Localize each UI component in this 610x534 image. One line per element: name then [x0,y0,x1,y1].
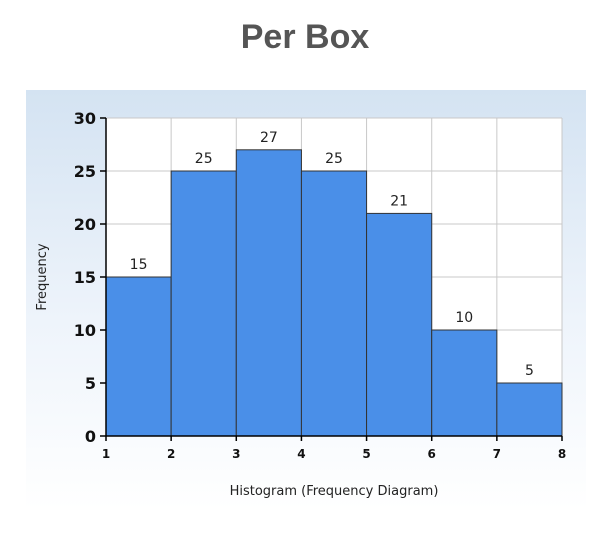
y-tick-label: 10 [74,321,96,340]
y-tick-label: 25 [74,162,96,181]
x-tick-label: 6 [428,447,436,461]
bar-data-label: 21 [390,193,408,209]
x-tick-label: 1 [102,447,110,461]
y-tick-label: 30 [74,109,96,128]
x-tick-label: 8 [558,447,566,461]
bar-data-label: 5 [525,363,534,379]
x-tick-label: 3 [232,447,240,461]
x-tick-label: 4 [297,447,305,461]
histogram-bar [366,212,433,437]
chart-svg: 15 25 27 25 21 10 5 0 5 10 15 20 25 30 1 2 3 4 5 6 7 8 Histo… [26,90,586,510]
axis-layer: 0 5 10 15 20 25 30 1 2 3 4 5 6 7 8 [74,109,566,461]
histogram-bar [300,170,368,437]
histogram-bar [431,329,498,437]
histogram-bar [170,170,237,437]
bar-data-label: 27 [260,130,278,146]
data-labels-layer: 15 25 27 25 21 10 5 [130,130,534,379]
bar-data-label: 25 [325,151,343,167]
histogram-bar [235,149,302,437]
y-tick-label: 0 [85,427,96,446]
x-axis-title: Histogram (Frequency Diagram) [230,484,439,499]
y-axis-title: Frequency [35,243,50,310]
x-tick-label: 5 [362,447,370,461]
histogram-bar [496,382,563,437]
bar-data-label: 25 [195,151,213,167]
bar-data-label: 10 [455,310,473,326]
histogram-chart: 15 25 27 25 21 10 5 0 5 10 15 20 25 30 1 2 3 4 5 6 7 8 Histo… [26,90,586,510]
y-tick-label: 20 [74,215,96,234]
x-tick-label: 2 [167,447,175,461]
bar-data-label: 15 [130,257,148,273]
y-tick-label: 5 [85,374,96,393]
y-tick-label: 15 [74,268,96,287]
bars-layer [105,149,563,437]
x-tick-label: 7 [493,447,501,461]
histogram-bar [105,276,172,437]
page-title: Per Box [240,18,370,56]
